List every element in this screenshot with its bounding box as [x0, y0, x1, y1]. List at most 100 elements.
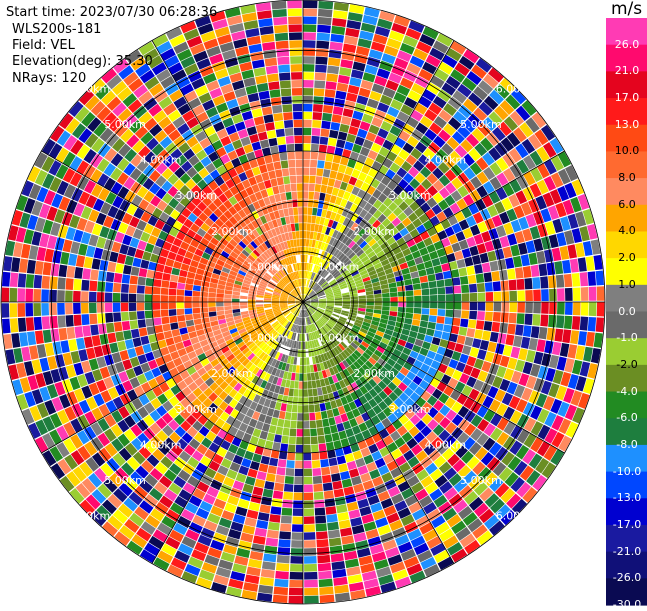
- range-ring-label: 4.00km: [425, 154, 467, 167]
- velocity-gate: [263, 553, 276, 562]
- velocity-gate: [366, 295, 374, 299]
- velocity-gate: [327, 522, 339, 531]
- velocity-gate: [256, 124, 266, 133]
- velocity-gate: [319, 193, 325, 201]
- velocity-gate: [122, 321, 130, 331]
- velocity-gate: [283, 112, 293, 120]
- velocity-gate: [487, 342, 496, 353]
- velocity-gate: [184, 296, 192, 302]
- velocity-gate: [345, 28, 359, 38]
- velocity-gate: [17, 303, 25, 317]
- colorbar-tick-label: -26.0: [606, 572, 647, 584]
- velocity-gate: [554, 261, 563, 274]
- velocity-gate: [33, 289, 41, 302]
- velocity-gate: [202, 281, 210, 287]
- range-ring-label: 2.00km: [353, 225, 395, 238]
- velocity-gate: [276, 426, 284, 434]
- velocity-gate: [434, 265, 443, 273]
- velocity-gate: [532, 314, 540, 326]
- velocity-gate: [359, 302, 366, 305]
- velocity-gate: [418, 269, 427, 276]
- velocity-gate: [298, 389, 303, 396]
- velocity-gate: [589, 302, 597, 316]
- velocity-gate: [303, 334, 305, 341]
- velocity-gate: [374, 306, 382, 310]
- velocity-gate: [251, 543, 264, 552]
- velocity-gate: [312, 208, 317, 216]
- velocity-gate: [344, 141, 354, 150]
- velocity-gate: [84, 257, 93, 269]
- velocity-gate: [179, 327, 188, 334]
- velocity-gate: [318, 395, 324, 403]
- velocity-gate: [270, 178, 277, 187]
- velocity-gate: [314, 404, 320, 412]
- velocity-gate: [334, 585, 349, 594]
- velocity-gate: [294, 128, 302, 136]
- velocity-gate: [319, 451, 327, 459]
- velocity-gate: [303, 389, 308, 397]
- velocity-gate: [98, 324, 107, 335]
- velocity-gate: [109, 342, 118, 353]
- velocity-gate: [275, 475, 284, 483]
- velocity-gate: [268, 171, 276, 180]
- velocity-gate: [318, 152, 326, 160]
- velocity-gate: [316, 539, 328, 547]
- velocity-gate: [468, 275, 476, 284]
- velocity-gate: [531, 265, 540, 277]
- velocity-gate: [349, 468, 359, 478]
- velocity-gate: [153, 310, 161, 318]
- velocity-gate: [318, 201, 324, 209]
- velocity-gate: [572, 273, 580, 287]
- velocity-gate: [307, 223, 311, 231]
- velocity-gate: [303, 183, 309, 191]
- velocity-gate: [438, 295, 446, 302]
- velocity-gate: [464, 337, 473, 347]
- velocity-gate: [201, 312, 209, 318]
- velocity-gate: [312, 468, 321, 476]
- velocity-gate: [171, 268, 180, 276]
- velocity-gate: [306, 231, 310, 239]
- velocity-gate: [323, 105, 333, 114]
- velocity-gate: [332, 561, 346, 570]
- velocity-gate: [430, 302, 438, 308]
- velocity-gate: [312, 128, 321, 136]
- velocity-gate: [285, 128, 294, 136]
- velocity-gate: [295, 144, 303, 152]
- velocity-gate: [303, 56, 315, 64]
- colorbar-tick-label: -30.0: [606, 599, 647, 611]
- velocity-gate: [562, 329, 571, 343]
- colorbar-tick-label: -17.0: [606, 519, 647, 531]
- velocity-gate: [255, 528, 267, 537]
- velocity-gate: [303, 413, 309, 421]
- velocity-gate: [317, 160, 325, 168]
- velocity-gate: [164, 331, 173, 339]
- velocity-gate: [293, 104, 303, 112]
- velocity-gate: [452, 318, 460, 326]
- velocity-gate: [358, 295, 366, 298]
- velocity-gate: [413, 314, 421, 320]
- colorbar-tick-label: 2.0: [606, 252, 647, 264]
- velocity-gate: [262, 106, 273, 115]
- velocity-gate: [304, 469, 312, 477]
- velocity-gate: [41, 303, 49, 316]
- velocity-gate: [94, 247, 104, 259]
- velocity-gate: [162, 324, 170, 332]
- velocity-gate: [133, 258, 142, 268]
- velocity-gate: [153, 295, 161, 302]
- velocity-gate: [265, 440, 274, 449]
- velocity-gate: [314, 492, 324, 500]
- velocity-gate: [274, 587, 288, 595]
- velocity-gate: [290, 572, 303, 580]
- velocity-gate: [329, 457, 338, 466]
- velocity-gate: [303, 48, 315, 56]
- velocity-gate: [366, 298, 373, 301]
- velocity-gate: [358, 305, 366, 308]
- velocity-gate: [166, 338, 175, 347]
- velocity-gate: [49, 303, 57, 315]
- velocity-gate: [397, 312, 405, 318]
- velocity-gate: [333, 440, 342, 449]
- velocity-gate: [264, 481, 274, 490]
- velocity-gate: [538, 264, 547, 277]
- velocity-gate: [294, 136, 302, 144]
- velocity-gate: [437, 287, 445, 294]
